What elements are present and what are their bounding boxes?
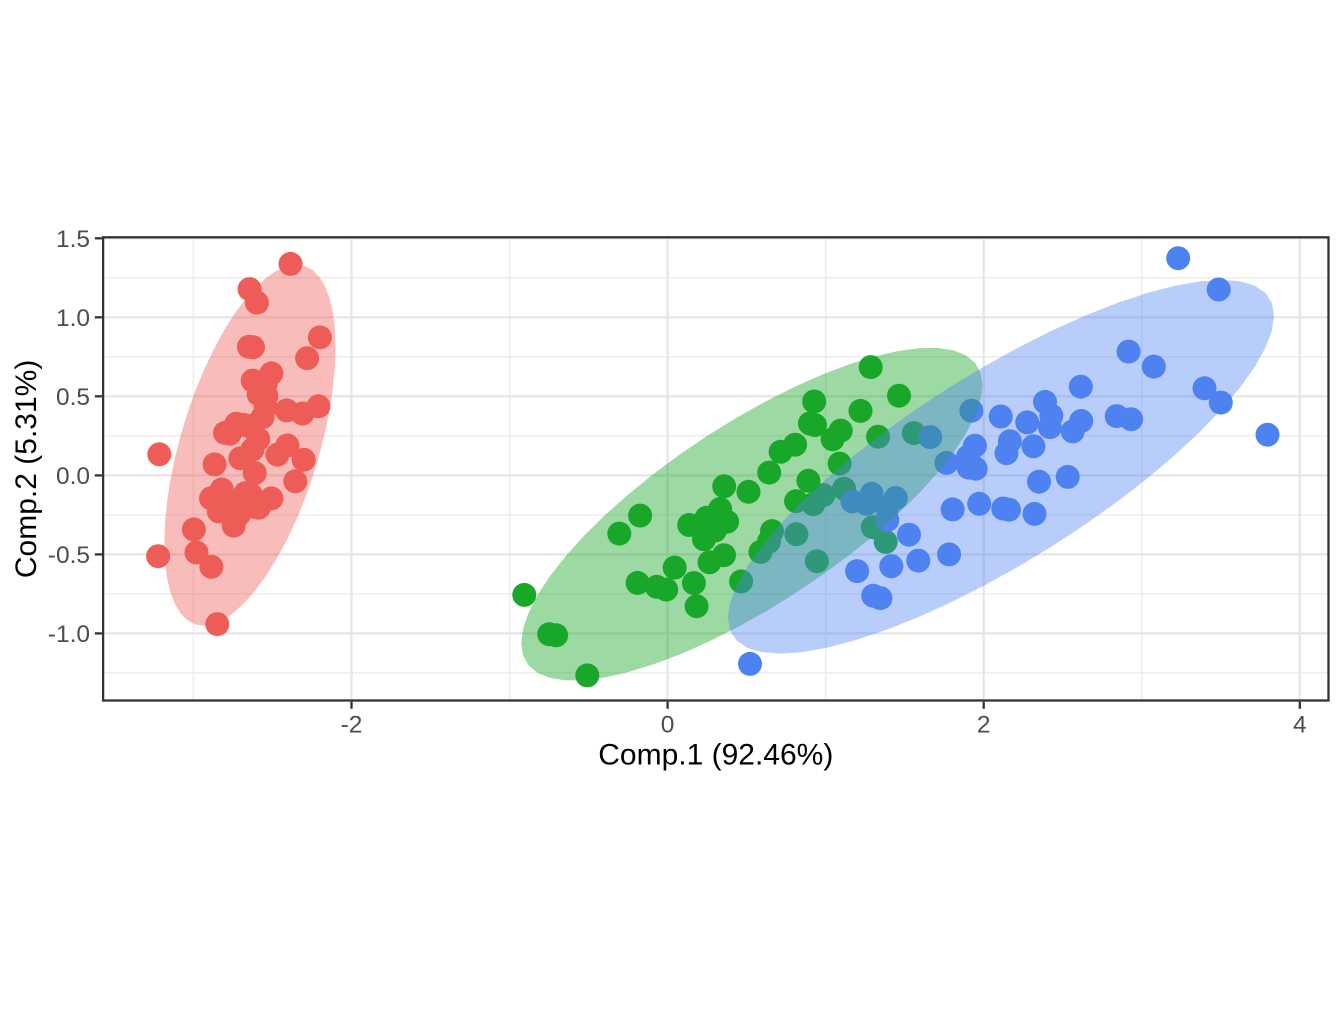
svg-text:1.0: 1.0 bbox=[56, 305, 90, 332]
svg-text:0: 0 bbox=[661, 712, 675, 739]
svg-text:-1.0: -1.0 bbox=[48, 621, 90, 648]
svg-text:1.5: 1.5 bbox=[56, 226, 90, 253]
svg-text:2: 2 bbox=[977, 712, 991, 739]
svg-text:0.5: 0.5 bbox=[56, 384, 90, 411]
svg-text:4: 4 bbox=[1293, 712, 1307, 739]
svg-text:Comp.1 (92.46%): Comp.1 (92.46%) bbox=[598, 739, 833, 772]
svg-text:0.0: 0.0 bbox=[56, 463, 90, 490]
svg-text:-2: -2 bbox=[341, 712, 363, 739]
svg-text:Comp.2 (5.31%): Comp.2 (5.31%) bbox=[10, 360, 43, 578]
svg-text:-0.5: -0.5 bbox=[48, 542, 90, 569]
